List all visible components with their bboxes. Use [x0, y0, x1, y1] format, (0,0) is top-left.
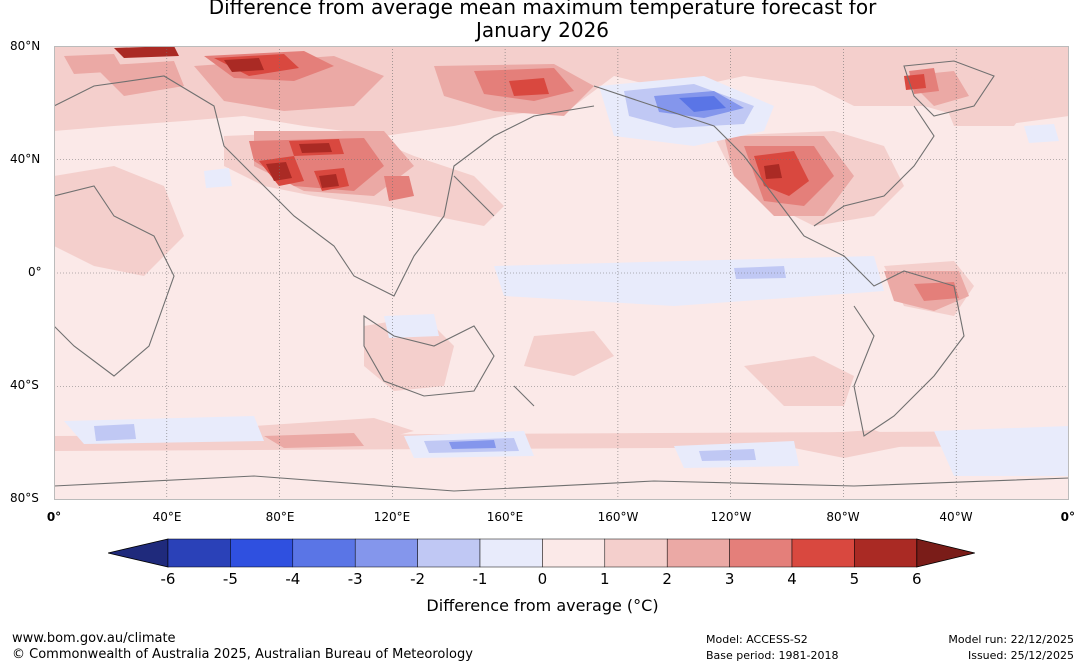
- lat-label-40n: 40°N: [10, 152, 41, 166]
- title-line-2: January 2026: [475, 18, 610, 42]
- colorbar-tick-label: 1: [600, 570, 610, 588]
- lon-label-0-right: 0°: [1060, 510, 1075, 524]
- colorbar-cell: [479, 538, 543, 568]
- colorbar-cell: [854, 538, 918, 568]
- colorbar-tick-label: 0: [537, 570, 548, 588]
- colorbar-cell: [791, 538, 855, 568]
- colorbar-label: Difference from average (°C): [426, 596, 659, 615]
- colorbar-cell: [230, 538, 294, 568]
- colorbar-tick-label: -6: [160, 570, 176, 588]
- colorbar-tick-label: -1: [472, 570, 488, 588]
- lon-label-120w: 120°W: [710, 510, 752, 524]
- footer-website: www.bom.gov.au/climate: [12, 631, 176, 646]
- gridlines: [54, 46, 1069, 500]
- colorbar-cell: [417, 538, 481, 568]
- colorbar-cell: [729, 538, 793, 568]
- anomaly-cool-3-4-areas: [679, 96, 726, 112]
- colorbar: [108, 538, 975, 568]
- map-border: [54, 46, 1069, 500]
- footer-model-run: Model run: 22/12/2025: [948, 633, 1074, 646]
- colorbar-cell: [354, 538, 418, 568]
- lon-label-120e: 120°E: [373, 510, 411, 524]
- colorbar-tick-label: -2: [410, 570, 426, 588]
- colorbar-tick-label: 4: [787, 570, 797, 588]
- lat-label-80n: 80°N: [10, 39, 41, 53]
- lon-label-40e: 40°E: [152, 510, 182, 524]
- colorbar-cell: [604, 538, 668, 568]
- lon-label-80e: 80°E: [265, 510, 295, 524]
- footer-issued: Issued: 25/12/2025: [967, 649, 1074, 662]
- colorbar-tick-label: 2: [662, 570, 672, 588]
- title-line-1: Difference from average mean maximum tem…: [208, 0, 877, 19]
- colorbar-tick-label: -5: [222, 570, 238, 588]
- lat-label-0: 0°: [28, 265, 42, 279]
- footer-base-period: Base period: 1981-2018: [706, 649, 839, 662]
- footer-model: Model: ACCESS-S2: [706, 633, 808, 646]
- footer-copyright: © Commonwealth of Australia 2025, Austra…: [12, 647, 473, 662]
- colorbar-cell: [292, 538, 356, 568]
- colorbar-tick-label: 5: [849, 570, 860, 588]
- anomaly-5-6-areas: [114, 46, 782, 188]
- lat-label-40s: 40°S: [10, 378, 39, 392]
- chart-title: Difference from average mean maximum tem…: [0, 0, 1085, 42]
- colorbar-tick-label: 6: [912, 570, 922, 588]
- colorbar-tick-label: -4: [285, 570, 301, 588]
- anomaly-map: [54, 46, 1069, 500]
- colorbar-cell: [666, 538, 730, 568]
- lat-label-80s: 80°S: [10, 491, 39, 505]
- colorbar-cell: [167, 538, 231, 568]
- colorbar-tick-label: 3: [724, 570, 735, 588]
- lon-label-0-left: 0°: [46, 510, 62, 524]
- coastlines: [54, 60, 1069, 492]
- lon-label-160w: 160°W: [597, 510, 639, 524]
- colorbar-extend-high: [916, 538, 975, 568]
- lon-label-80w: 80°W: [826, 510, 860, 524]
- lon-label-40w: 40°W: [939, 510, 973, 524]
- colorbar-cell: [542, 538, 606, 568]
- colorbar-tick-label: -3: [347, 570, 363, 588]
- colorbar-extend-low: [108, 538, 169, 568]
- map-canvas: [54, 46, 1069, 500]
- lon-label-160e: 160°E: [486, 510, 524, 524]
